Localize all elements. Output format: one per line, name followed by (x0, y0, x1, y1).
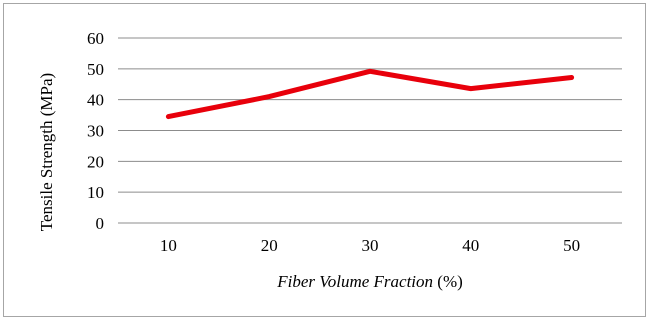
y-tick-label-10: 10 (87, 183, 104, 202)
x-axis-title: Fiber Volume Fraction (%) (276, 272, 463, 291)
y-tick-label-40: 40 (87, 91, 104, 110)
series-line-0 (165, 68, 575, 120)
y-tick-label-30: 30 (87, 122, 104, 141)
gridlines (118, 37, 622, 224)
x-axis-title-italic: Fiber Volume Fraction (276, 272, 433, 291)
x-tick-label-50: 50 (563, 236, 580, 255)
y-tick-label-20: 20 (87, 152, 104, 171)
series-lines (165, 68, 575, 120)
y-tick-label-60: 60 (87, 29, 104, 48)
x-tick-label-40: 40 (462, 236, 479, 255)
x-tick-label-10: 10 (160, 236, 177, 255)
x-axis-title-unit: (%) (433, 272, 463, 291)
x-tick-label-30: 30 (362, 236, 379, 255)
x-tick-label-20: 20 (261, 236, 278, 255)
y-tick-label-50: 50 (87, 60, 104, 79)
y-axis-title: Tensile Strength (MPa) (37, 73, 56, 231)
x-tick-labels: 10 20 30 40 50 (160, 236, 580, 255)
y-tick-label-0: 0 (96, 214, 105, 233)
chart-frame (3, 3, 646, 317)
y-tick-labels: 0 10 20 30 40 50 60 (87, 29, 104, 233)
